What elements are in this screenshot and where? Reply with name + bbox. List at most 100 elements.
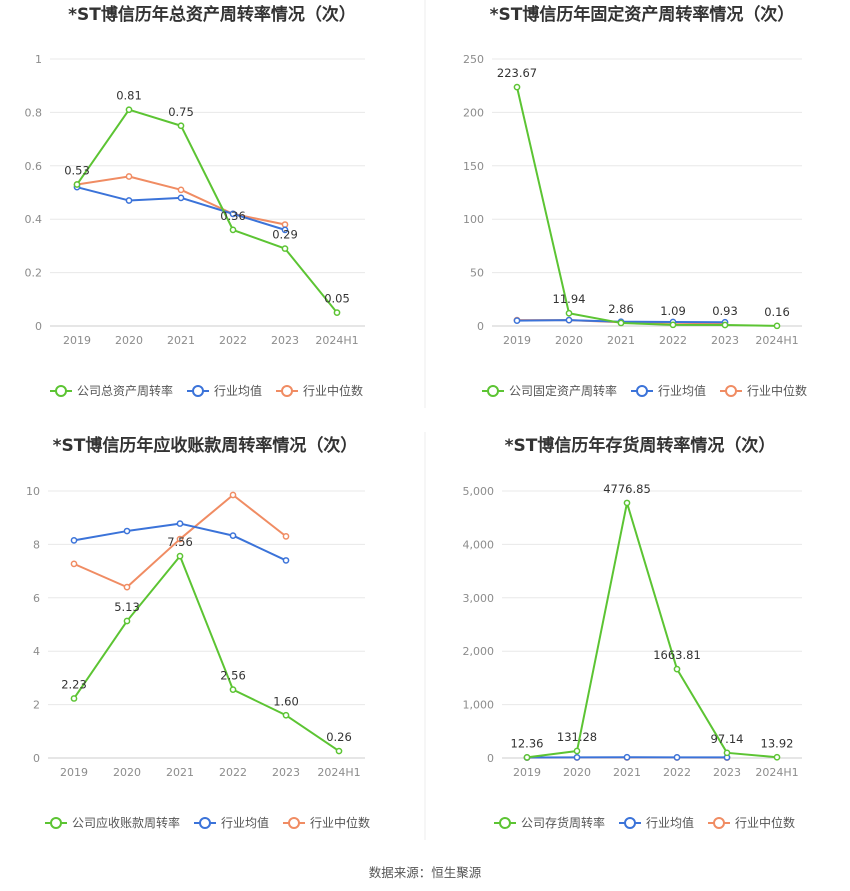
legend-item: 公司应收账款周转率 bbox=[45, 815, 180, 830]
series-line-company bbox=[73, 555, 340, 752]
legend-item: 行业中位数 bbox=[708, 815, 795, 830]
data-point bbox=[177, 122, 185, 130]
data-label: 4776.85 bbox=[603, 482, 651, 496]
data-point bbox=[669, 321, 677, 329]
y-tick-label: 0 bbox=[487, 752, 494, 765]
y-tick-label: 8 bbox=[33, 538, 40, 551]
data-point bbox=[673, 665, 681, 673]
data-label: 12.36 bbox=[511, 736, 544, 750]
x-tick-label: 2023 bbox=[711, 334, 739, 347]
legend-marker-icon bbox=[487, 385, 499, 397]
y-tick-label: 3,000 bbox=[463, 592, 495, 605]
x-tick-label: 2019 bbox=[63, 334, 91, 347]
legend-marker-icon bbox=[713, 817, 725, 829]
legend-label: 行业均值 bbox=[658, 383, 706, 398]
legend-item: 行业中位数 bbox=[283, 815, 370, 830]
y-tick-label: 0 bbox=[33, 752, 40, 765]
data-point bbox=[282, 557, 290, 564]
x-tick-label: 2022 bbox=[663, 766, 691, 779]
x-tick-label: 2023 bbox=[271, 334, 299, 347]
data-point bbox=[176, 520, 184, 527]
chart-title: *ST博信历年总资产周转率情况（次） bbox=[68, 4, 356, 25]
data-point bbox=[176, 535, 184, 543]
chart-title: *ST博信历年应收账款周转率情况（次） bbox=[53, 435, 358, 456]
data-label: 2.23 bbox=[61, 677, 87, 691]
legend-item: 行业均值 bbox=[194, 815, 269, 830]
data-point bbox=[565, 309, 573, 317]
data-point bbox=[229, 210, 237, 218]
data-point bbox=[70, 560, 78, 568]
y-tick-label: 50 bbox=[470, 267, 484, 280]
data-label: 0.93 bbox=[712, 304, 738, 318]
x-tick-label: 2020 bbox=[563, 766, 591, 779]
legend-item: 公司存货周转率 bbox=[494, 815, 605, 830]
data-point bbox=[281, 221, 289, 228]
x-tick-label: 2022 bbox=[219, 334, 247, 347]
y-tick-label: 2 bbox=[33, 699, 40, 712]
data-label: 223.67 bbox=[497, 66, 537, 80]
legend-item: 公司总资产周转率 bbox=[50, 383, 173, 398]
data-label: 1.60 bbox=[273, 694, 299, 708]
data-point bbox=[513, 317, 521, 325]
data-label: 0.16 bbox=[764, 305, 790, 319]
data-point bbox=[123, 583, 131, 591]
legend-label: 行业中位数 bbox=[735, 815, 795, 830]
x-tick-label: 2020 bbox=[555, 334, 583, 347]
y-tick-label: 10 bbox=[26, 485, 40, 498]
legend-label: 公司固定资产周转率 bbox=[509, 383, 617, 398]
data-label: 2.86 bbox=[608, 302, 634, 316]
data-point bbox=[617, 319, 625, 327]
series-line-company bbox=[76, 108, 338, 314]
legend-marker-icon bbox=[288, 817, 300, 829]
legend-label: 行业均值 bbox=[214, 383, 262, 398]
legend-label: 行业中位数 bbox=[747, 383, 807, 398]
y-tick-label: 150 bbox=[463, 160, 484, 173]
data-label: 1.09 bbox=[660, 304, 686, 318]
y-tick-label: 100 bbox=[463, 213, 484, 226]
x-tick-label: 2024H1 bbox=[315, 334, 358, 347]
data-point bbox=[177, 194, 185, 202]
legend-item: 行业均值 bbox=[631, 383, 706, 398]
data-point bbox=[229, 226, 237, 234]
legend-marker-icon bbox=[725, 385, 737, 397]
x-tick-label: 2020 bbox=[115, 334, 143, 347]
y-tick-label: 0 bbox=[35, 320, 42, 333]
legend-marker-icon bbox=[636, 385, 648, 397]
x-tick-label: 2021 bbox=[166, 766, 194, 779]
x-tick-label: 2022 bbox=[219, 766, 247, 779]
legend-marker-icon bbox=[199, 817, 211, 829]
data-point bbox=[282, 533, 290, 540]
x-tick-label: 2019 bbox=[60, 766, 88, 779]
data-point bbox=[281, 245, 289, 252]
legend-item: 公司固定资产周转率 bbox=[482, 383, 617, 398]
data-label: 0.81 bbox=[116, 89, 142, 103]
data-label: 97.14 bbox=[711, 732, 744, 746]
y-tick-label: 1,000 bbox=[463, 699, 495, 712]
series-line-company bbox=[526, 501, 778, 759]
data-point bbox=[623, 499, 631, 507]
y-tick-label: 1 bbox=[35, 53, 42, 66]
data-point bbox=[282, 711, 290, 719]
chart-title: *ST博信历年固定资产周转率情况（次） bbox=[490, 4, 795, 25]
data-point bbox=[523, 753, 531, 761]
legend-label: 公司总资产周转率 bbox=[77, 383, 173, 398]
series-line-company bbox=[516, 86, 778, 327]
data-label: 2.56 bbox=[220, 669, 246, 683]
data-point bbox=[573, 747, 581, 755]
data-label: 5.13 bbox=[114, 600, 140, 614]
data-point bbox=[565, 316, 573, 324]
legend-marker-icon bbox=[192, 385, 204, 397]
x-tick-label: 2019 bbox=[503, 334, 531, 347]
data-point bbox=[721, 321, 729, 329]
data-point bbox=[513, 83, 521, 91]
legend-marker-icon bbox=[55, 385, 67, 397]
y-tick-label: 0.2 bbox=[25, 267, 43, 280]
data-label: 0.26 bbox=[326, 730, 352, 744]
data-point bbox=[229, 532, 237, 539]
data-point bbox=[229, 491, 237, 499]
data-label: 0.29 bbox=[272, 228, 298, 242]
data-point bbox=[73, 181, 81, 188]
data-source-note: 数据来源：恒生聚源 bbox=[368, 865, 482, 880]
